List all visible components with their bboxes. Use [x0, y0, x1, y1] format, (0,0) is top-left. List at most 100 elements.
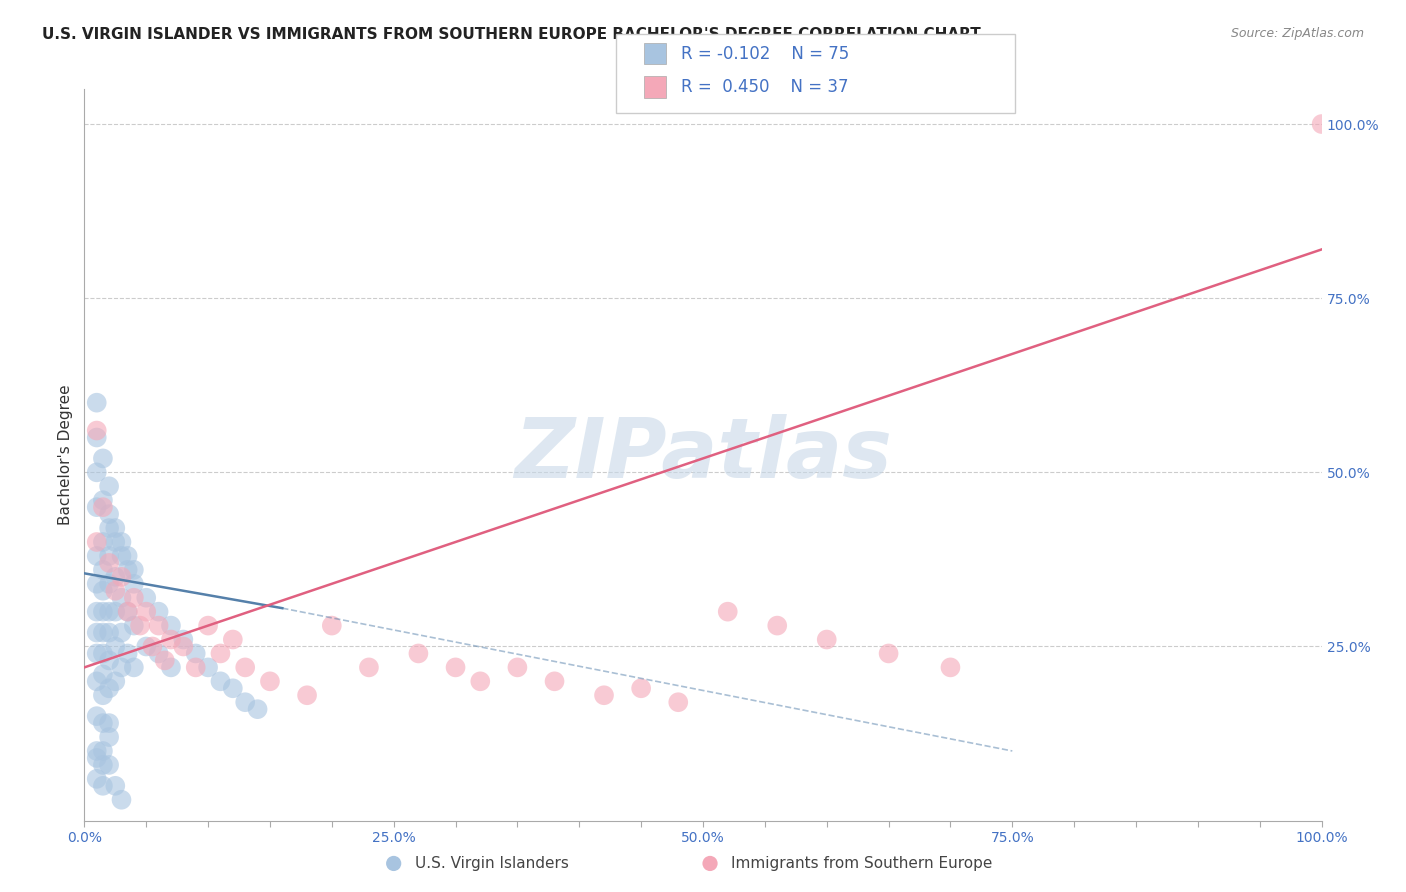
Point — [110, 591, 132, 605]
Point — [104, 521, 127, 535]
Text: R = -0.102    N = 75: R = -0.102 N = 75 — [681, 45, 849, 62]
Point — [98, 479, 121, 493]
Point — [86, 709, 108, 723]
Point — [209, 674, 232, 689]
Point — [110, 570, 132, 584]
Point — [86, 466, 108, 480]
Point — [1310, 117, 1333, 131]
Point — [160, 632, 183, 647]
Point — [86, 576, 108, 591]
Point — [110, 625, 132, 640]
Point — [98, 653, 121, 667]
Point — [766, 618, 789, 632]
Text: Source: ZipAtlas.com: Source: ZipAtlas.com — [1230, 27, 1364, 40]
Point — [86, 605, 108, 619]
Point — [122, 660, 145, 674]
Point — [91, 500, 114, 515]
Point — [104, 779, 127, 793]
Point — [110, 535, 132, 549]
Y-axis label: Bachelor's Degree: Bachelor's Degree — [58, 384, 73, 525]
Point — [98, 549, 121, 563]
Point — [98, 576, 121, 591]
Point — [117, 605, 139, 619]
Text: Immigrants from Southern Europe: Immigrants from Southern Europe — [731, 856, 993, 871]
Point — [222, 681, 245, 696]
Point — [160, 618, 183, 632]
Point — [98, 716, 121, 731]
Point — [91, 493, 114, 508]
Point — [98, 730, 121, 744]
Point — [666, 695, 689, 709]
Point — [98, 521, 121, 535]
Point — [717, 605, 740, 619]
Point — [91, 744, 114, 758]
Point — [104, 674, 127, 689]
Point — [98, 605, 121, 619]
Point — [129, 618, 152, 632]
Point — [321, 618, 343, 632]
Point — [222, 632, 245, 647]
Point — [104, 640, 127, 654]
Point — [86, 744, 108, 758]
Point — [110, 549, 132, 563]
Point — [98, 556, 121, 570]
Point — [110, 660, 132, 674]
Point — [86, 549, 108, 563]
Point — [117, 647, 139, 661]
Point — [259, 674, 281, 689]
Text: ZIPatlas: ZIPatlas — [515, 415, 891, 495]
Point — [246, 702, 269, 716]
Point — [357, 660, 380, 674]
Point — [110, 793, 132, 807]
Point — [122, 576, 145, 591]
Point — [148, 618, 170, 632]
Point — [91, 563, 114, 577]
Point — [86, 430, 108, 444]
Point — [184, 647, 207, 661]
Point — [122, 591, 145, 605]
Point — [91, 647, 114, 661]
Point — [135, 605, 157, 619]
Point — [506, 660, 529, 674]
Point — [91, 451, 114, 466]
Point — [543, 674, 565, 689]
Point — [91, 605, 114, 619]
Point — [815, 632, 838, 647]
Point — [104, 570, 127, 584]
Point — [86, 751, 108, 765]
Point — [877, 647, 900, 661]
Point — [233, 660, 256, 674]
Point — [98, 758, 121, 772]
Point — [197, 618, 219, 632]
Point — [91, 758, 114, 772]
Point — [91, 779, 114, 793]
Point — [86, 535, 108, 549]
Point — [86, 395, 108, 409]
Point — [86, 424, 108, 438]
Point — [699, 856, 721, 871]
Point — [153, 653, 176, 667]
Point — [295, 688, 318, 702]
Point — [122, 618, 145, 632]
Point — [209, 647, 232, 661]
Point — [98, 625, 121, 640]
Point — [86, 772, 108, 786]
Point — [91, 667, 114, 681]
Point — [91, 688, 114, 702]
Text: U.S. Virgin Islanders: U.S. Virgin Islanders — [415, 856, 568, 871]
Point — [382, 856, 405, 871]
Point — [408, 647, 430, 661]
Text: U.S. VIRGIN ISLANDER VS IMMIGRANTS FROM SOUTHERN EUROPE BACHELOR'S DEGREE CORREL: U.S. VIRGIN ISLANDER VS IMMIGRANTS FROM … — [42, 27, 981, 42]
Point — [86, 625, 108, 640]
Point — [117, 605, 139, 619]
Point — [148, 647, 170, 661]
Point — [444, 660, 467, 674]
Point — [470, 674, 492, 689]
Point — [104, 605, 127, 619]
Point — [91, 535, 114, 549]
Point — [117, 549, 139, 563]
Point — [86, 500, 108, 515]
Point — [172, 632, 194, 647]
Point — [141, 640, 163, 654]
Point — [630, 681, 652, 696]
